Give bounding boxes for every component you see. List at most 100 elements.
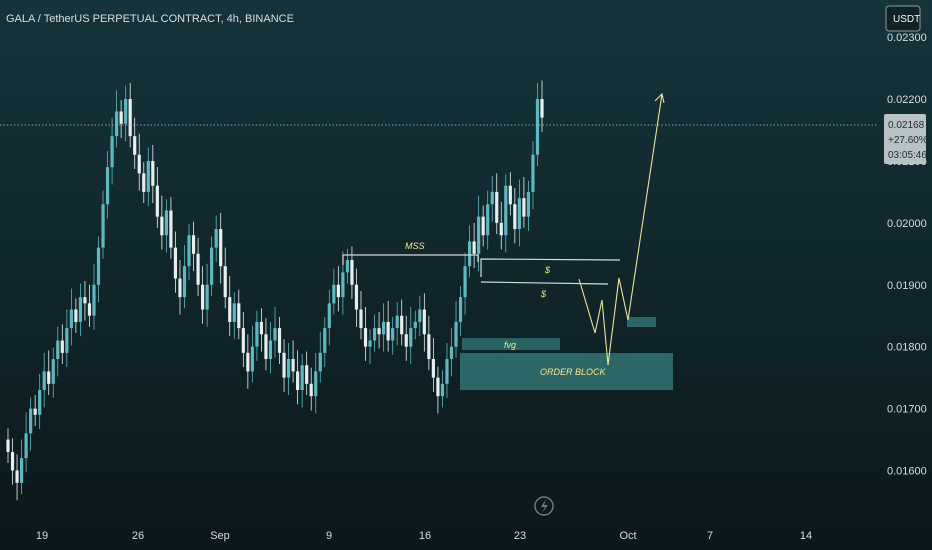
candle-body	[350, 260, 354, 285]
candle-body	[96, 247, 101, 285]
price-tick-label: 0.01900	[887, 280, 927, 292]
candle-body	[24, 433, 28, 459]
candle-body	[386, 321, 390, 341]
candle-body	[196, 253, 200, 285]
price-axis[interactable]: 0.023000.022000.021000.020000.019000.018…	[887, 32, 927, 477]
price-tick-label: 0.02200	[887, 94, 927, 106]
candle-body	[119, 111, 123, 124]
candle-body	[137, 154, 141, 174]
candle-body	[142, 173, 146, 192]
candle-body	[273, 328, 277, 341]
candle-body	[341, 272, 345, 298]
candle-body	[6, 439, 10, 452]
candle-body	[513, 204, 517, 230]
candle-body	[345, 260, 350, 273]
candle-body	[359, 309, 363, 329]
time-axis[interactable]: 19 26 Sep 9 16 23 Oct 7 14	[36, 530, 812, 542]
candle-body	[372, 328, 377, 341]
candle-body	[29, 408, 33, 434]
candle-body	[327, 303, 331, 329]
candle-body	[504, 185, 508, 236]
candle-body	[309, 383, 313, 397]
candle-body	[517, 198, 521, 230]
candle-body	[286, 359, 291, 378]
last-price-change: +27.60%	[888, 135, 928, 146]
candle-body	[377, 328, 381, 335]
candle-body	[436, 377, 440, 397]
candle-body	[305, 365, 309, 384]
time-tick-label: 7	[707, 530, 713, 542]
candle-body	[83, 297, 87, 304]
candle-body	[409, 328, 413, 347]
candle-body	[87, 303, 92, 316]
candle-body	[418, 309, 422, 322]
candle-body	[42, 371, 46, 390]
candle-body	[187, 235, 191, 267]
replay-lightning-icon[interactable]	[534, 496, 554, 516]
candle-body	[368, 340, 372, 347]
candle-body	[155, 185, 159, 217]
candle-body	[74, 309, 78, 322]
candle-body	[219, 229, 223, 267]
candle-body	[178, 278, 182, 298]
candle-body	[440, 383, 445, 397]
candle-body	[232, 303, 236, 322]
candle-body	[60, 340, 64, 353]
candle-body	[413, 321, 417, 329]
candle-body	[499, 222, 503, 236]
candle-body	[101, 204, 105, 248]
candle-body	[395, 315, 399, 329]
candle-body	[51, 359, 55, 384]
last-price-label: 0.02168 +27.60% 03:05:46	[884, 114, 928, 164]
time-tick-label: 23	[514, 530, 526, 542]
candle-body	[19, 458, 24, 483]
chart-title: GALA / TetherUS PERPETUAL CONTRACT, 4h, …	[6, 13, 294, 25]
candle-body	[15, 470, 19, 483]
candle-body	[531, 154, 535, 192]
candle-body	[151, 160, 155, 186]
candle-body	[481, 216, 485, 236]
price-tick-label: 0.01700	[887, 404, 927, 416]
candle-body	[128, 99, 132, 137]
candle-body	[200, 284, 205, 310]
candle-body	[445, 359, 449, 384]
time-tick-label: Sep	[210, 530, 230, 542]
candle-body	[382, 321, 386, 335]
candle-body	[237, 303, 241, 329]
candle-body	[182, 266, 187, 298]
candle-body	[160, 216, 164, 236]
candle-body	[535, 99, 540, 155]
candle-body	[400, 315, 404, 335]
candle-body	[422, 309, 426, 335]
candle-body	[38, 390, 42, 415]
candle-body	[169, 210, 173, 248]
liquidity-label-1: $	[544, 265, 551, 275]
candle-body	[173, 247, 178, 279]
currency-badge[interactable]: USDT	[885, 5, 921, 32]
candle-body	[115, 111, 119, 137]
time-tick-label: 9	[326, 530, 332, 542]
candle-body	[268, 340, 273, 360]
candle-body	[255, 321, 259, 347]
candle-body	[477, 216, 481, 254]
candle-body	[467, 241, 472, 267]
fvg-label: fvg	[504, 340, 516, 350]
mss-line	[342, 254, 479, 265]
candle-body	[540, 99, 544, 118]
candle-body	[495, 191, 499, 223]
candle-body	[92, 284, 96, 316]
order-block-label: ORDER BLOCK	[540, 367, 607, 377]
candle-body	[205, 284, 209, 310]
price-tick-label: 0.02300	[887, 32, 927, 44]
time-tick-label: 16	[419, 530, 431, 542]
candle-body	[191, 235, 196, 254]
candle-body	[314, 371, 318, 397]
analysis-drawings: MSS $ $ fvg ORDER BLOCK	[342, 92, 673, 390]
order-block-zone	[460, 353, 673, 390]
candle-body	[318, 352, 322, 372]
candle-body	[300, 365, 304, 390]
candle-body	[282, 352, 286, 378]
candle-body	[56, 340, 60, 360]
candle-body	[354, 284, 359, 310]
